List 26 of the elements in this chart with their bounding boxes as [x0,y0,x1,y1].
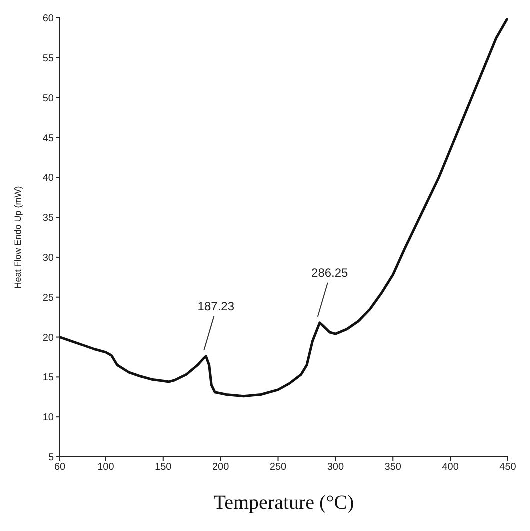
y-tick-label: 50 [42,93,54,104]
y-tick-label: 15 [42,372,54,384]
x-tick-label: 250 [270,462,288,474]
x-tick-label: 350 [384,462,402,474]
y-axis-title: Heat Flow Endo Up (mW) [13,186,24,289]
x-tick-label: 400 [442,462,460,474]
y-tick-label: 55 [42,53,54,64]
line-series [60,18,508,398]
y-tick-label: 30 [42,253,54,264]
annotation: 187.23 [198,299,235,314]
y-tick-label: 5 [48,452,54,464]
y-tick-label: 20 [42,332,54,344]
x-tick-label: 450 [500,462,517,474]
y-tick-label: 35 [42,213,54,224]
y-tick-label: 25 [42,292,54,304]
x-tick-label: 200 [212,462,230,474]
x-tick-label: 150 [155,462,172,474]
x-axis-title: Temperature (°C) [214,492,354,514]
annotation: 286.25 [312,266,349,280]
x-tick-label: 60 [54,462,66,474]
y-tick-label: 60 [42,14,54,25]
x-tick-label: 100 [98,462,115,474]
x-tick-label: 300 [327,462,344,474]
y-tick-label: 10 [42,412,54,424]
y-tick-label: 40 [42,173,54,184]
y-tick-label: 45 [42,133,54,144]
